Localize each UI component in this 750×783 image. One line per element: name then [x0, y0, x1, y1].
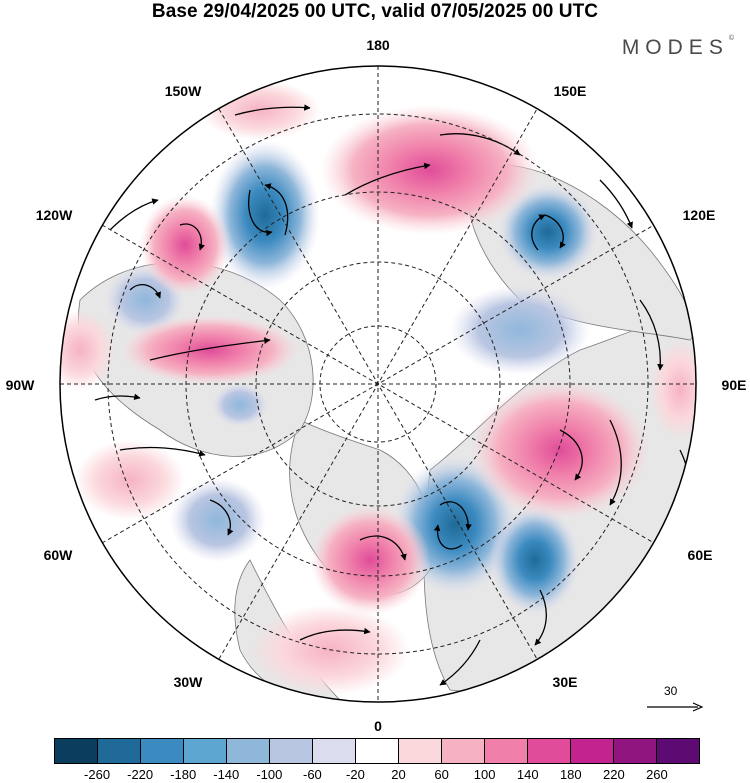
colorbar-tick-label: 140	[516, 767, 539, 782]
anomaly-colorbar	[54, 738, 700, 764]
meridian-label-90w: 90W	[5, 377, 35, 393]
modes-logo: MODES©	[621, 35, 734, 60]
map-title: Base 29/04/2025 00 UTC, valid 07/05/2025…	[151, 1, 599, 22]
colorbar-bin	[485, 739, 528, 763]
colorbar-bin	[399, 739, 442, 763]
meridian-label-60e: 60E	[687, 547, 713, 563]
colorbar-bin	[184, 739, 227, 763]
meridian-label-120e: 120E	[682, 207, 716, 223]
arrow-right-icon	[647, 702, 704, 712]
colorbar-bin	[442, 739, 485, 763]
colorbar-tick-label: -100	[256, 767, 283, 782]
reference-vector-label: 30	[664, 684, 678, 698]
colorbar-bin	[657, 739, 699, 763]
map-border	[59, 65, 697, 703]
anomaly-fields	[60, 80, 696, 695]
colorbar-bin	[528, 739, 571, 763]
colorbar-tick-label: 260	[646, 767, 668, 782]
colorbar-tick-label: -220	[127, 767, 154, 782]
meridian-label-90e: 90E	[721, 377, 747, 393]
colorbar-bin	[313, 739, 356, 763]
colorbar-tick-label: -180	[170, 767, 197, 782]
colorbar-tick-label: -260	[84, 767, 111, 782]
meridian-label-180: 180	[366, 37, 390, 53]
colorbar-bin	[227, 739, 270, 763]
meridian-label-30w: 30W	[173, 674, 203, 690]
colorbar-bin	[614, 739, 657, 763]
colorbar-bin	[356, 739, 399, 763]
colorbar-tick-label: 20	[391, 767, 406, 782]
copyright-mark: ©	[728, 35, 734, 42]
colorbar-bin	[98, 739, 141, 763]
colorbar-tick-label: 100	[473, 767, 496, 782]
meridian-label-150w: 150W	[164, 83, 202, 99]
colorbar-bin	[55, 739, 98, 763]
colorbar-tick-label: 60	[434, 767, 449, 782]
map-disc	[60, 66, 696, 702]
colorbar-tick-label: -20	[346, 767, 365, 782]
wind-vectors	[94, 104, 693, 686]
colorbar-tick-label: 220	[603, 767, 625, 782]
meridian-label-150e: 150E	[553, 83, 587, 99]
colorbar-bin	[141, 739, 184, 763]
meridian-label-30e: 30E	[552, 674, 578, 690]
colorbar-tick-label: -60	[302, 767, 322, 782]
colorbar-bin	[571, 739, 614, 763]
colorbar-bin	[270, 739, 313, 763]
brand-name: MODES	[621, 36, 729, 59]
colorbar-tick-label: -140	[213, 767, 240, 782]
meridian-label-0: 0	[374, 718, 382, 734]
colorbar-tick-label: 180	[559, 767, 582, 782]
graticule	[60, 66, 696, 702]
meridian-label-120w: 120W	[35, 207, 73, 223]
meridian-label-60w: 60W	[43, 547, 73, 563]
